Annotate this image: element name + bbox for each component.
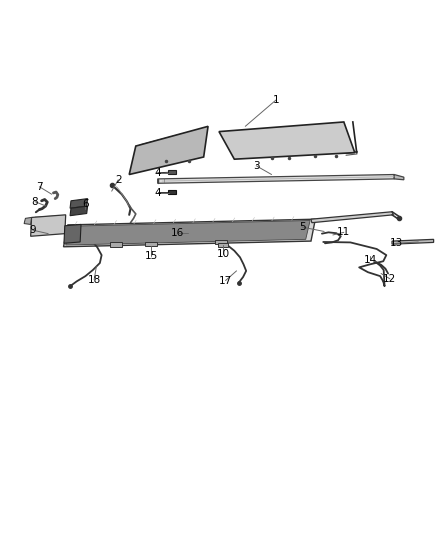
Text: 4: 4 (154, 188, 161, 198)
Text: 10: 10 (217, 249, 230, 259)
Polygon shape (64, 224, 81, 243)
Text: 17: 17 (219, 276, 232, 286)
Polygon shape (394, 174, 404, 180)
Polygon shape (31, 215, 66, 236)
FancyBboxPatch shape (110, 243, 122, 247)
Text: 5: 5 (299, 222, 306, 232)
Polygon shape (24, 217, 32, 224)
Polygon shape (311, 212, 393, 223)
Polygon shape (64, 219, 315, 247)
Text: 13: 13 (390, 238, 403, 248)
Text: 7: 7 (36, 182, 43, 192)
Text: 8: 8 (32, 197, 39, 207)
Polygon shape (70, 199, 88, 208)
Polygon shape (70, 206, 88, 216)
FancyBboxPatch shape (168, 190, 176, 194)
Text: 14: 14 (364, 255, 377, 265)
Text: 9: 9 (29, 225, 36, 235)
Text: 15: 15 (145, 251, 158, 261)
FancyBboxPatch shape (218, 243, 228, 247)
Polygon shape (219, 122, 355, 159)
Polygon shape (392, 239, 434, 244)
Polygon shape (66, 221, 310, 245)
Polygon shape (158, 174, 394, 183)
Text: 11: 11 (337, 228, 350, 237)
Text: 2: 2 (115, 175, 122, 185)
Text: 3: 3 (253, 161, 260, 171)
Text: 6: 6 (82, 199, 89, 209)
Text: 12: 12 (383, 274, 396, 284)
Text: 18: 18 (88, 274, 101, 285)
FancyBboxPatch shape (168, 170, 176, 174)
Polygon shape (129, 126, 208, 174)
Text: 16: 16 (171, 228, 184, 238)
Text: 4: 4 (154, 168, 161, 178)
FancyBboxPatch shape (145, 241, 157, 246)
Text: 1: 1 (272, 95, 279, 105)
FancyBboxPatch shape (215, 240, 227, 244)
